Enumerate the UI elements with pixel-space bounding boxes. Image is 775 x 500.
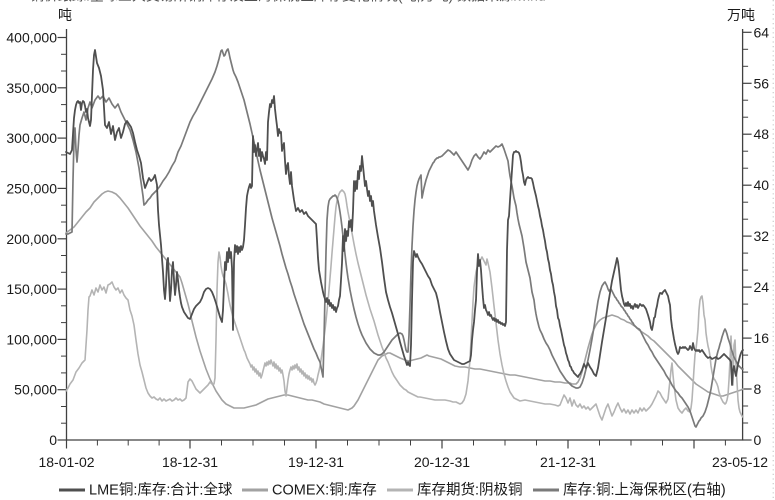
svg-text:19-12-31: 19-12-31 — [288, 454, 344, 470]
svg-text:16: 16 — [754, 330, 770, 346]
svg-text:0: 0 — [49, 432, 57, 448]
svg-text:万吨: 万吨 — [727, 7, 755, 23]
svg-text:0: 0 — [754, 432, 762, 448]
svg-text:21-12-31: 21-12-31 — [540, 454, 596, 470]
svg-text:300,000: 300,000 — [6, 130, 57, 146]
svg-text:40: 40 — [754, 177, 770, 193]
svg-text:250,000: 250,000 — [6, 180, 57, 196]
svg-text:200,000: 200,000 — [6, 231, 57, 247]
svg-text:100,000: 100,000 — [6, 331, 57, 347]
svg-text:400,000: 400,000 — [6, 30, 57, 46]
svg-text:18-01-02: 18-01-02 — [38, 454, 94, 470]
svg-text:吨: 吨 — [58, 7, 72, 23]
svg-text:8: 8 — [754, 381, 762, 397]
svg-text:48: 48 — [754, 126, 770, 142]
svg-text:50,000: 50,000 — [14, 382, 57, 398]
svg-text:铜价跟踪:全球三大交易所铜库存及上海保税区库存变化情况(吨,: 铜价跟踪:全球三大交易所铜库存及上海保税区库存变化情况(吨,万吨) 数据来源:w… — [30, 0, 546, 4]
svg-text:LME铜:库存:合计:全球: LME铜:库存:合计:全球 — [89, 481, 233, 499]
svg-text:COMEX:铜:库存: COMEX:铜:库存 — [272, 482, 377, 499]
svg-text:350,000: 350,000 — [6, 80, 57, 96]
svg-text:20-12-31: 20-12-31 — [414, 454, 470, 470]
svg-text:库存:铜:上海保税区(右轴): 库存:铜:上海保税区(右轴) — [563, 482, 726, 499]
svg-text:18-12-31: 18-12-31 — [162, 454, 218, 470]
svg-text:32: 32 — [754, 228, 770, 244]
svg-text:150,000: 150,000 — [6, 281, 57, 297]
svg-text:24: 24 — [754, 279, 770, 295]
svg-text:56: 56 — [754, 75, 770, 91]
svg-text:64: 64 — [754, 24, 770, 40]
svg-text:库存期货:阴极铜: 库存期货:阴极铜 — [417, 482, 523, 499]
svg-text:23-05-12: 23-05-12 — [712, 454, 768, 470]
